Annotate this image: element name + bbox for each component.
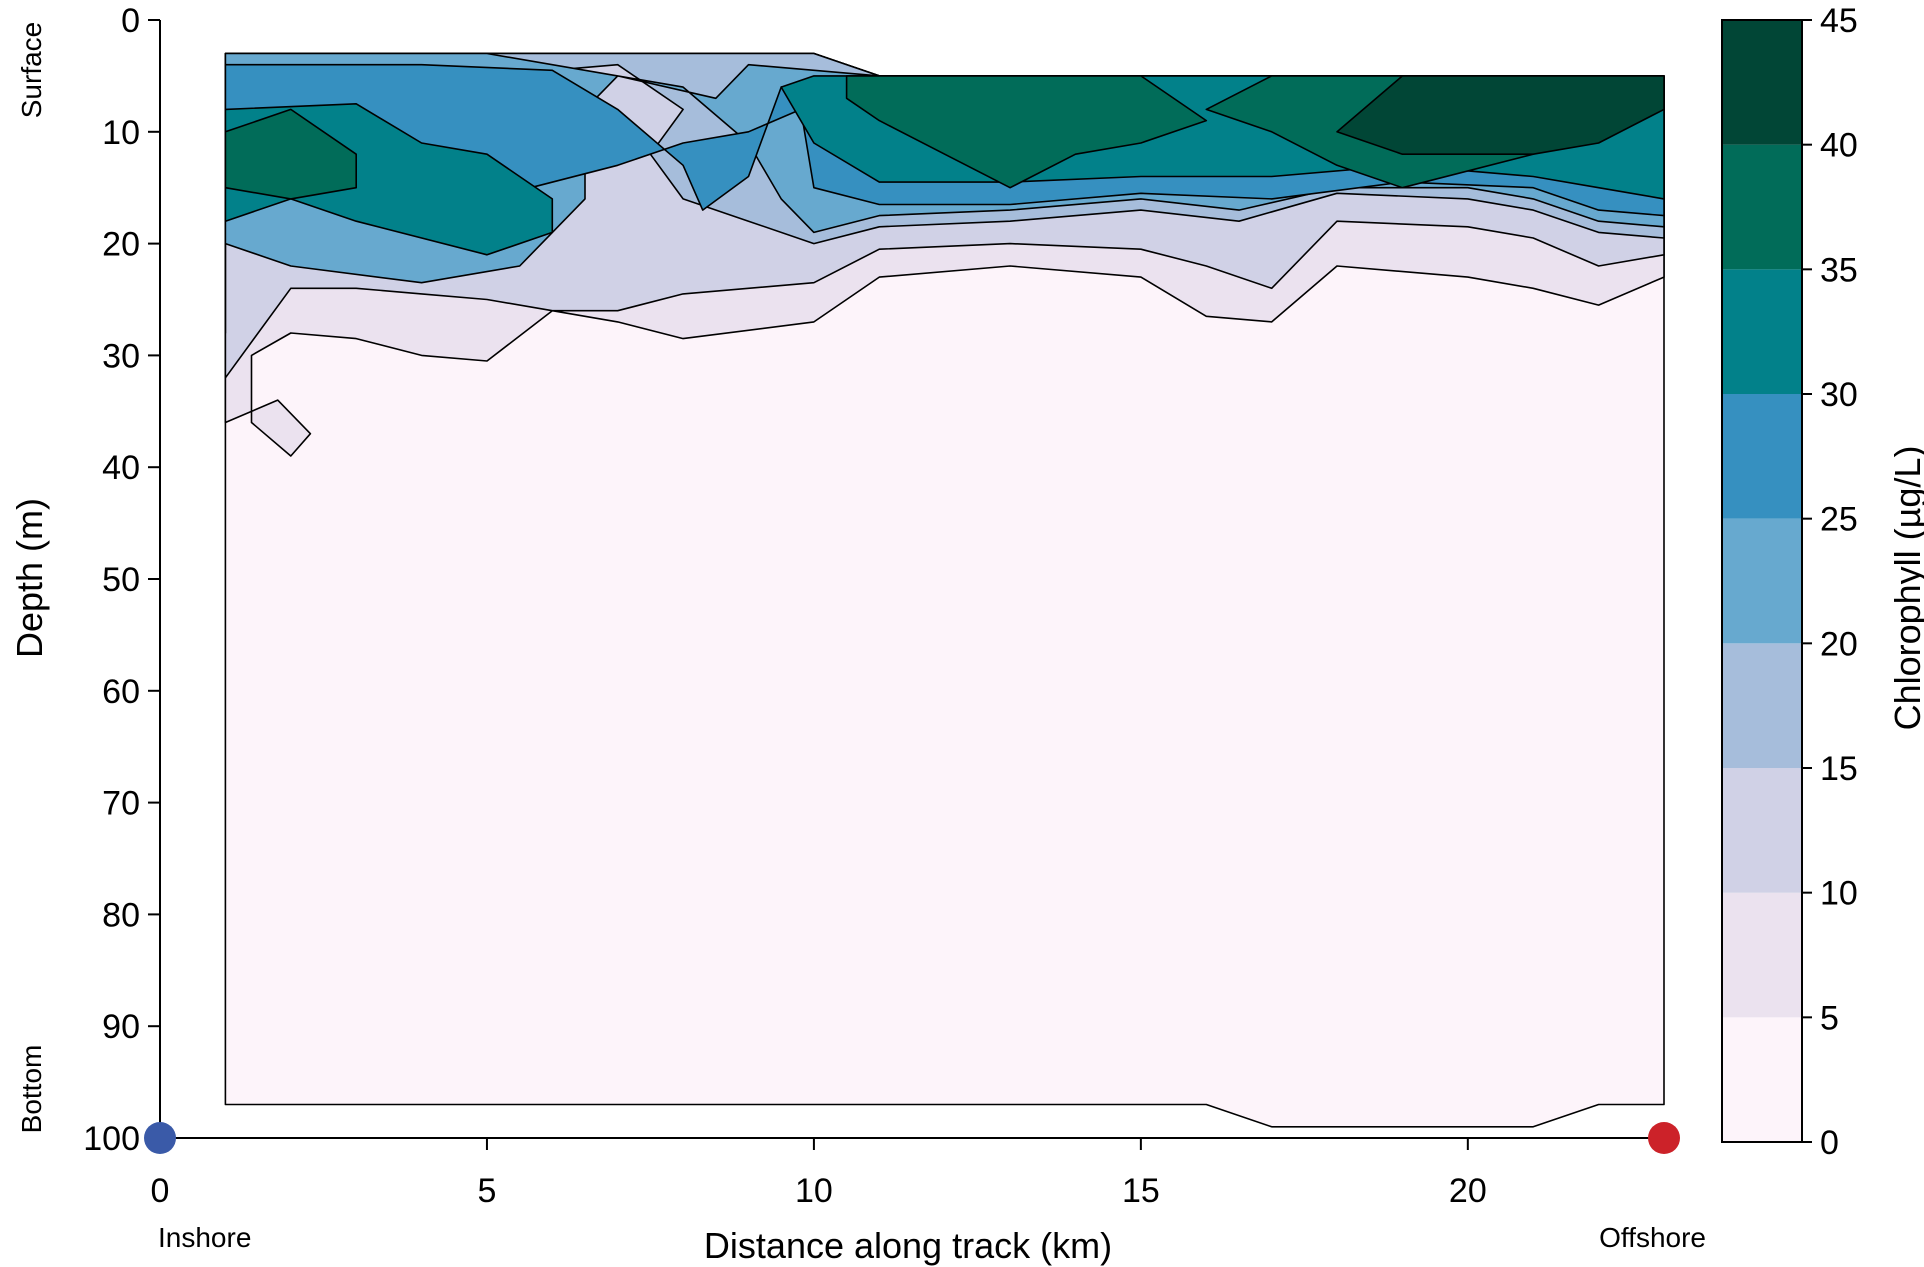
- offshore-marker: [1648, 1122, 1680, 1154]
- colorbar-swatch-30-35: [1722, 269, 1802, 394]
- x-tick-label-20: 20: [1449, 1172, 1487, 1210]
- y-tick-label-80: 80: [102, 896, 140, 934]
- colorbar: 0 5 10 15 20 25 30 35 40 45: [1721, 2, 1858, 1162]
- colorbar-tick-label-35: 35: [1820, 251, 1858, 289]
- colorbar-tick-label-5: 5: [1820, 999, 1839, 1037]
- colorbar-swatch-0-5: [1722, 1017, 1802, 1142]
- colorbar-tick-label-30: 30: [1820, 376, 1858, 414]
- x-axis-title: Distance along track (km): [704, 1225, 1112, 1266]
- colorbar-swatch-35-40: [1722, 144, 1802, 270]
- inshore-label: Inshore: [158, 1222, 251, 1253]
- colorbar-swatch-20-25: [1722, 518, 1802, 644]
- y-tick-label-10: 10: [102, 114, 140, 152]
- y-tick-label-100: 100: [83, 1120, 140, 1158]
- inshore-marker: [144, 1122, 176, 1154]
- y-tick-label-50: 50: [102, 561, 140, 599]
- y-tick-label-40: 40: [102, 449, 140, 487]
- colorbar-swatch-10-15: [1722, 768, 1802, 893]
- contour-region-40-11: [1336, 75, 1665, 155]
- y-axis-title: Depth (m): [9, 498, 50, 658]
- colorbar-tick-label-20: 20: [1820, 625, 1858, 663]
- colorbar-tick-label-25: 25: [1820, 501, 1858, 539]
- colorbar-tick-label-10: 10: [1820, 875, 1858, 913]
- colorbar-swatch-40-45: [1722, 20, 1802, 145]
- x-tick-label-5: 5: [477, 1172, 496, 1210]
- colorbar-tick-label-45: 45: [1820, 2, 1858, 40]
- surface-label: Surface: [16, 22, 47, 119]
- x-tick-label-15: 15: [1122, 1172, 1160, 1210]
- colorbar-swatch-5-10: [1722, 892, 1802, 1018]
- bottom-label: Bottom: [16, 1045, 47, 1134]
- colorbar-swatch-25-30: [1722, 394, 1802, 519]
- offshore-label: Offshore: [1599, 1222, 1706, 1253]
- y-tick-label-70: 70: [102, 785, 140, 823]
- colorbar-frame: [1721, 19, 1803, 1143]
- colorbar-swatch-15-20: [1722, 643, 1802, 768]
- x-tick-label-0: 0: [151, 1172, 170, 1210]
- colorbar-tick-label-0: 0: [1820, 1124, 1839, 1162]
- axes: 0 10 20 30 40 50 60 70 80 90 100 0 5 10 15 20: [83, 2, 1680, 1210]
- y-tick-label-30: 30: [102, 337, 140, 375]
- colorbar-title: Chlorophyll (µg/L): [1887, 446, 1924, 731]
- y-tick-label-60: 60: [102, 673, 140, 711]
- y-tick-label-0: 0: [121, 2, 140, 40]
- contour-region-35-9: [845, 75, 1208, 189]
- contour-region-35-8: [224, 108, 358, 200]
- x-tick-label-10: 10: [795, 1172, 833, 1210]
- colorbar-tick-label-15: 15: [1820, 750, 1858, 788]
- y-tick-label-90: 90: [102, 1008, 140, 1046]
- y-tick-label-20: 20: [102, 226, 140, 264]
- plot-area: [224, 52, 1665, 1128]
- colorbar-tick-label-40: 40: [1820, 127, 1858, 165]
